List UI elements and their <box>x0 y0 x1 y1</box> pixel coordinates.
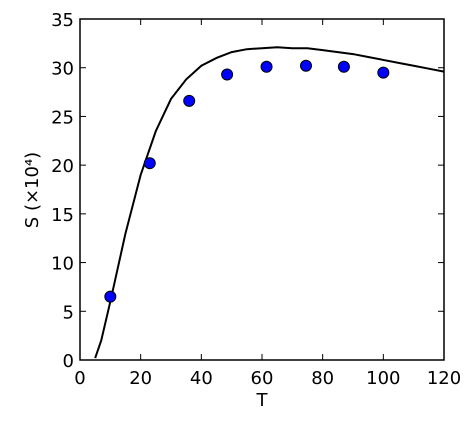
y-tick-label: 25 <box>51 107 74 128</box>
point <box>183 94 196 107</box>
x-tick-label: 60 <box>251 368 274 389</box>
point <box>260 60 273 73</box>
point <box>299 59 312 72</box>
point <box>377 66 390 79</box>
x-tick-label: 80 <box>311 368 334 389</box>
x-tick-label: 40 <box>190 368 213 389</box>
y-tick-label: 15 <box>51 205 74 226</box>
y-tick-label: 10 <box>51 254 74 275</box>
point <box>104 290 117 303</box>
point <box>143 157 156 170</box>
x-tick-label: 0 <box>74 368 85 389</box>
x-tick-label: 100 <box>366 368 400 389</box>
plot-frame <box>79 18 445 361</box>
point <box>337 60 350 73</box>
point <box>221 68 234 81</box>
y-axis-label: S (×10⁴) <box>22 152 43 228</box>
y-tick-label: 0 <box>63 351 74 372</box>
line <box>94 46 445 359</box>
y-tick-label: 5 <box>63 302 74 323</box>
y-tick-label: 20 <box>51 156 74 177</box>
y-tick-label: 35 <box>51 10 74 31</box>
x-tick-label: 120 <box>427 368 461 389</box>
y-tick-label: 30 <box>51 59 74 80</box>
x-axis-label: T <box>256 390 269 411</box>
x-tick-label: 20 <box>129 368 152 389</box>
